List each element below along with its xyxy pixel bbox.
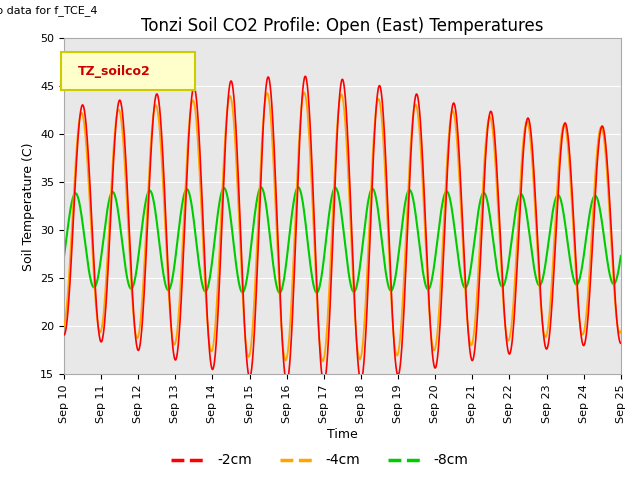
Text: TZ_soilco2: TZ_soilco2 xyxy=(78,65,150,79)
Text: No data for f_TCE_4: No data for f_TCE_4 xyxy=(0,5,97,16)
Title: Tonzi Soil CO2 Profile: Open (East) Temperatures: Tonzi Soil CO2 Profile: Open (East) Temp… xyxy=(141,17,543,36)
FancyBboxPatch shape xyxy=(61,52,195,90)
Y-axis label: Soil Temperature (C): Soil Temperature (C) xyxy=(22,142,35,271)
Legend: -2cm, -4cm, -8cm: -2cm, -4cm, -8cm xyxy=(166,448,474,473)
X-axis label: Time: Time xyxy=(327,429,358,442)
